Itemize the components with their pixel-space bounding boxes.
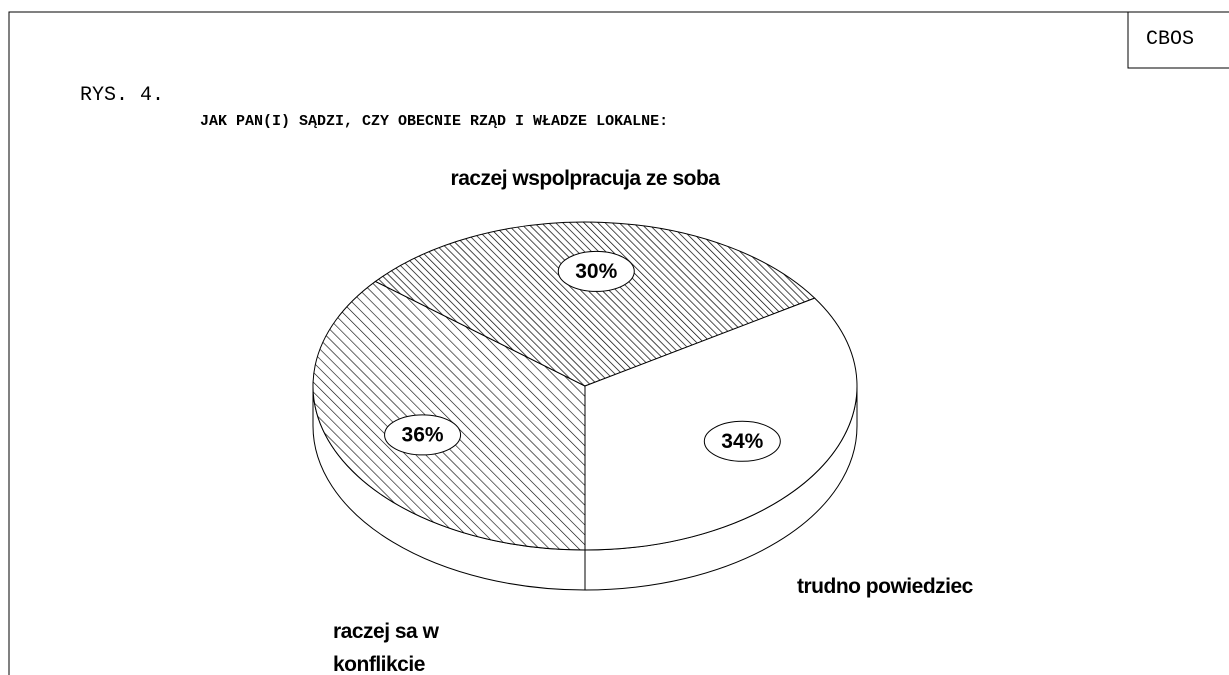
pie-slice xyxy=(312,280,586,551)
value-label: 30% xyxy=(575,260,617,283)
category-label: raczej sa w konflikcie xyxy=(333,620,439,675)
category-label: trudno powiedziec xyxy=(797,575,973,598)
value-label: 36% xyxy=(402,423,444,446)
label-oval xyxy=(557,250,635,292)
pie-slice xyxy=(584,297,858,551)
source: CBOS xyxy=(1146,28,1195,51)
source-box xyxy=(1127,11,1229,69)
figure-number: RYS. 4. xyxy=(80,84,165,107)
label-oval xyxy=(384,414,462,456)
chart-title: JAK PAN(I) SĄDZI, CZY OBECNIE RZĄD I WŁA… xyxy=(200,113,669,130)
pie-slice xyxy=(374,221,816,387)
value-label: 34% xyxy=(721,430,763,453)
frame xyxy=(8,11,1229,675)
category-label: raczej wspolpracuja ze soba xyxy=(450,167,720,190)
label-oval xyxy=(703,420,781,462)
